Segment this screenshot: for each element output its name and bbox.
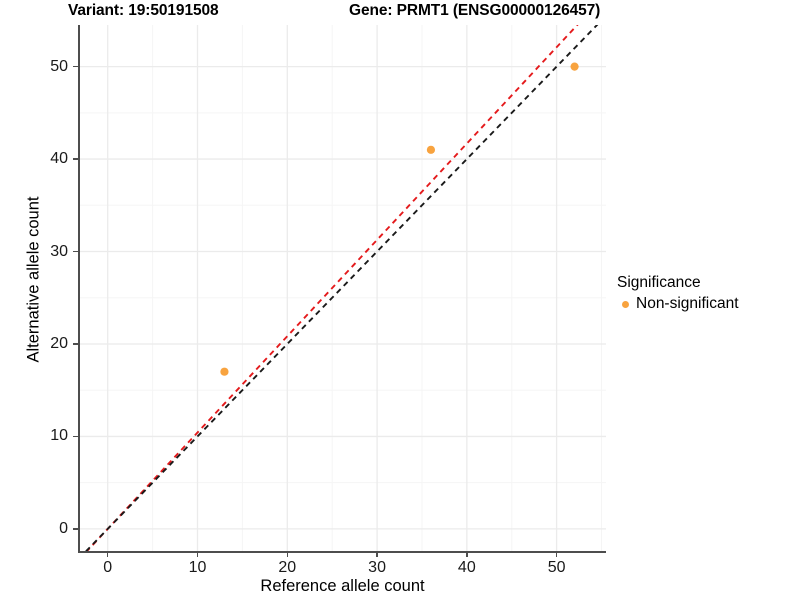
y-tick-label: 0 <box>59 519 68 537</box>
x-tick-mark <box>466 552 468 557</box>
x-tick-mark <box>555 552 558 557</box>
legend-marker-icon <box>617 296 634 313</box>
y-tick-label: 40 <box>50 150 68 168</box>
x-axis-title: Reference allele count <box>260 577 425 595</box>
legend-entry-label: Non-significant <box>636 295 739 312</box>
legend: Significance Non-significant <box>617 274 739 313</box>
legend-dot-icon <box>622 300 629 308</box>
legend-title: Significance <box>617 274 701 291</box>
variant-title: Variant: 19:50191508 <box>68 2 219 19</box>
x-tick-label: 30 <box>368 559 386 576</box>
y-tick-mark <box>73 65 78 68</box>
y-tick-label: 30 <box>50 242 68 260</box>
data-point[interactable] <box>570 62 579 71</box>
x-tick-mark <box>107 552 109 557</box>
x-tick-mark <box>286 552 288 557</box>
y-tick-mark <box>73 250 78 253</box>
x-tick-mark <box>376 552 378 557</box>
allelic-ratio-line <box>84 25 579 552</box>
y-tick-mark <box>73 528 78 530</box>
chart-title-bar: Variant: 19:50191508 Gene: PRMT1 (ENSG00… <box>0 0 800 26</box>
y-tick-mark <box>73 435 78 438</box>
identity-line <box>83 25 599 552</box>
legend-items: Non-significant <box>617 295 739 313</box>
gene-title: Gene: PRMT1 (ENSG00000126457) <box>349 2 601 19</box>
y-tick-label: 10 <box>50 427 68 445</box>
x-tick-label: 20 <box>278 559 297 576</box>
x-axis-line <box>78 551 606 553</box>
x-tick-label: 10 <box>188 559 207 576</box>
plot-panel <box>79 25 606 552</box>
data-point[interactable] <box>220 367 229 376</box>
y-tick-mark <box>73 343 78 345</box>
y-axis-line <box>78 25 80 553</box>
x-tick-mark <box>196 552 199 557</box>
data-point[interactable] <box>426 145 436 154</box>
y-axis-title: Alternative allele count <box>24 196 43 363</box>
y-tick-mark <box>73 158 78 160</box>
legend-entry[interactable]: Non-significant <box>617 295 739 313</box>
x-tick-label: 40 <box>457 559 476 576</box>
y-tick-label: 50 <box>50 57 68 75</box>
plot-canvas <box>79 25 606 552</box>
x-tick-label: 0 <box>103 559 113 576</box>
x-tick-label: 50 <box>547 559 566 576</box>
y-tick-label: 20 <box>50 334 68 352</box>
